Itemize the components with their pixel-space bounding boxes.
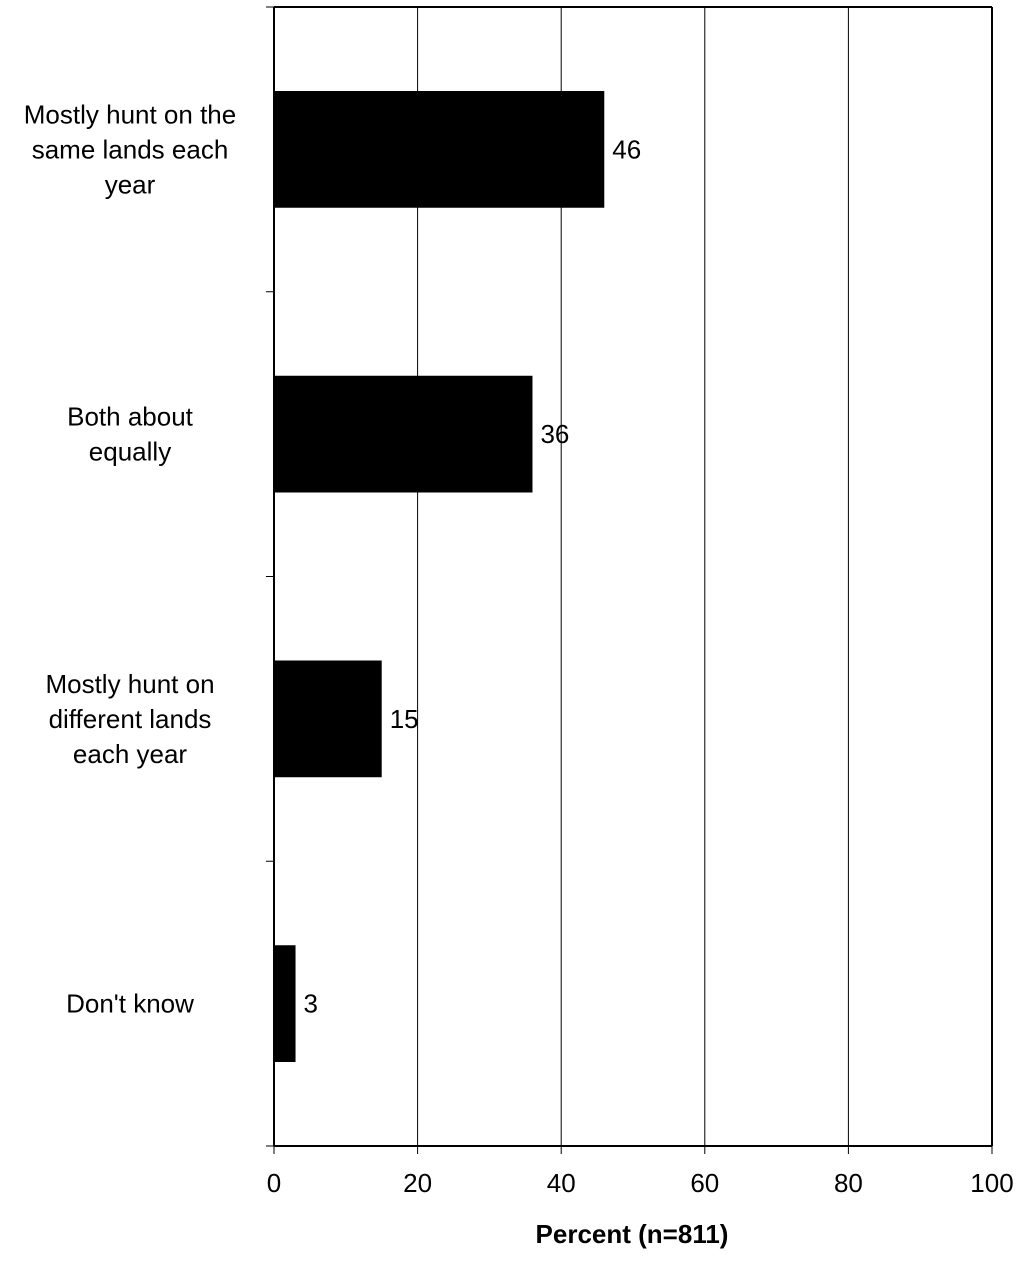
category-label-0-line-2: year (105, 169, 156, 199)
labels: 46 36 15 3 0 20 40 60 80 100 Mostly hunt on the sam… (24, 99, 1014, 1198)
data-label-1: 36 (540, 419, 569, 449)
bar-0 (274, 91, 605, 208)
x-tick-label-80: 80 (834, 1168, 863, 1198)
category-label-2-line-2: each year (73, 739, 188, 769)
bar-1 (274, 375, 533, 493)
category-label-0-line-1: same lands each (32, 134, 229, 164)
x-tick-label-20: 20 (403, 1168, 432, 1198)
category-label-3: Don't know (66, 989, 194, 1019)
category-label-1-line-0: Both about (67, 402, 194, 432)
data-label-3: 3 (304, 989, 318, 1019)
data-label-2: 15 (390, 704, 419, 734)
data-label-0: 46 (612, 134, 641, 164)
bar-2 (274, 660, 382, 778)
category-label-3-line-0: Don't know (66, 989, 194, 1019)
axes (266, 6, 993, 1154)
category-label-2-line-1: different lands (49, 704, 212, 734)
bar-3 (274, 945, 296, 1062)
category-label-0: Mostly hunt on the same lands each year (24, 99, 236, 199)
category-label-0-line-0: Mostly hunt on the (24, 99, 236, 129)
x-tick-label-40: 40 (547, 1168, 576, 1198)
x-tick-label-100: 100 (970, 1168, 1013, 1198)
category-label-2: Mostly hunt on different lands each year (45, 669, 214, 769)
category-label-1-line-1: equally (89, 437, 171, 467)
bars (274, 91, 605, 1062)
category-label-2-line-0: Mostly hunt on (45, 669, 214, 699)
category-label-1: Both about equally (67, 402, 194, 467)
x-tick-label-60: 60 (690, 1168, 719, 1198)
x-tick-label-0: 0 (267, 1168, 281, 1198)
x-axis-title: Percent (n=811) (536, 1219, 729, 1249)
